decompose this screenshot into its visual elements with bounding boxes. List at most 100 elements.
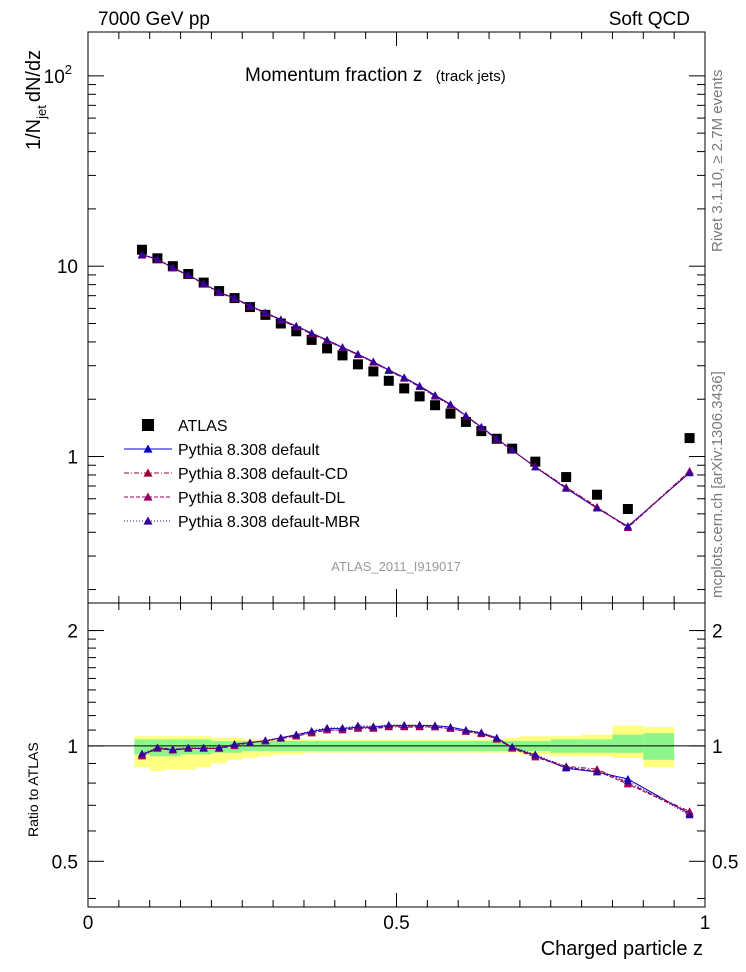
legend-marker xyxy=(143,492,153,501)
mc-line xyxy=(141,254,690,528)
energy-label: 7000 GeV pp xyxy=(98,9,210,30)
plot-title: Momentum fraction z (track jets) xyxy=(245,65,506,86)
atlas-point xyxy=(368,366,379,377)
atlas-point xyxy=(136,244,147,255)
mc-point xyxy=(338,343,347,351)
ratio-y-tick-label-right: 1 xyxy=(712,737,723,758)
mc-point xyxy=(292,322,301,330)
ratio-point xyxy=(323,723,332,732)
ratio-point xyxy=(245,738,254,746)
atlas-point xyxy=(383,375,394,386)
atlas-point xyxy=(352,359,363,370)
mc-point xyxy=(593,504,602,512)
mc-line xyxy=(141,254,690,527)
ratio-point xyxy=(261,736,270,744)
mc-point xyxy=(384,365,393,374)
ratio-y-tick-label-left: 2 xyxy=(67,622,78,643)
legend-label: Pythia 8.308 default xyxy=(178,442,320,459)
atlas-point xyxy=(337,350,348,361)
x-tick-label: 0 xyxy=(83,913,94,934)
ratio-point xyxy=(307,726,316,735)
ratio-line xyxy=(141,724,690,816)
y-tick-label: 10 xyxy=(57,257,78,278)
process-label: Soft QCD xyxy=(609,9,690,30)
analysis-label: ATLAS_2011_I919017 xyxy=(331,559,461,574)
atlas-point xyxy=(275,318,286,329)
legend-label: Pythia 8.308 default-CD xyxy=(178,466,348,483)
ratio-point xyxy=(338,723,347,732)
rivet-info: Rivet 3.1.10, ≥ 2.7M events xyxy=(709,70,726,253)
mc-point xyxy=(199,279,208,287)
ratio-y-tick-label-right: 0.5 xyxy=(712,852,738,873)
mc-point xyxy=(261,308,270,316)
mc-point xyxy=(153,255,162,263)
mc-point xyxy=(369,357,378,365)
ratio-point xyxy=(400,720,409,729)
plot-title-sub: (track jets) xyxy=(436,68,506,85)
ratio-point xyxy=(230,740,239,748)
mc-point xyxy=(685,468,694,477)
ratio-y-tick-label-right: 2 xyxy=(712,622,723,643)
legend-marker-atlas xyxy=(142,419,154,431)
legend-marker xyxy=(143,516,153,525)
legend: ATLAS Pythia 8.308 default Pythia 8.308 de… xyxy=(124,418,360,531)
mc-point xyxy=(508,446,517,454)
mc-point xyxy=(137,250,146,258)
mc-point xyxy=(307,329,316,337)
atlas-point xyxy=(684,433,695,444)
x-tick-label: 1 xyxy=(700,913,711,934)
mc-point xyxy=(415,381,424,390)
mc-point xyxy=(431,391,440,399)
y-tick-label: 1 xyxy=(67,448,78,469)
ratio-point xyxy=(492,733,501,742)
atlas-point xyxy=(399,383,410,394)
mc-point xyxy=(323,335,332,344)
ratio-point xyxy=(415,720,424,729)
atlas-point xyxy=(291,326,302,337)
ratio-point xyxy=(168,745,177,753)
ratio-point xyxy=(137,749,146,757)
mc-point xyxy=(477,422,486,431)
atlas-point xyxy=(622,504,633,515)
ratio-point xyxy=(384,720,393,729)
ratio-point xyxy=(369,722,378,730)
ratio-point xyxy=(593,768,602,776)
atlas-point xyxy=(460,416,471,427)
ratio-point xyxy=(623,777,632,785)
mc-point xyxy=(276,315,285,323)
band-inner-bin xyxy=(643,733,675,760)
mc-point xyxy=(623,522,632,530)
ratio-point xyxy=(215,743,224,751)
atlas-point xyxy=(476,426,487,437)
legend-marker xyxy=(143,444,153,453)
mc-point xyxy=(562,484,571,492)
ratio-point xyxy=(353,721,362,729)
ratio-point xyxy=(184,743,193,751)
legend-label: Pythia 8.308 default-DL xyxy=(178,490,345,507)
atlas-point xyxy=(322,343,333,354)
mc-point xyxy=(168,263,177,271)
mc-point xyxy=(492,434,501,442)
mc-point xyxy=(215,288,224,296)
atlas-point xyxy=(592,489,603,500)
ratio-point xyxy=(292,730,301,738)
mc-point xyxy=(446,400,455,408)
ratio-point xyxy=(685,811,694,819)
legend-label: Pythia 8.308 default-MBR xyxy=(178,514,360,531)
xlabel: Charged particle z xyxy=(541,938,703,960)
mcplots-info: mcplots.cern.ch [arXiv:1306.3436] xyxy=(709,371,726,598)
mc-point xyxy=(230,294,239,302)
ratio-panel: 0 0.5 1 0.5 0.5 1 1 2 2 xyxy=(52,602,738,934)
mc-point xyxy=(184,270,193,279)
mc-point xyxy=(400,373,409,381)
ratio-point xyxy=(276,733,285,742)
ratio-point xyxy=(461,726,470,734)
atlas-point xyxy=(445,408,456,419)
main-ylabel: 1/NjetdN/dz xyxy=(23,50,49,150)
legend-marker xyxy=(143,468,153,477)
ratio-point xyxy=(153,743,162,751)
mc-point xyxy=(461,411,470,419)
ratio-line xyxy=(141,726,690,812)
atlas-point xyxy=(530,456,541,467)
